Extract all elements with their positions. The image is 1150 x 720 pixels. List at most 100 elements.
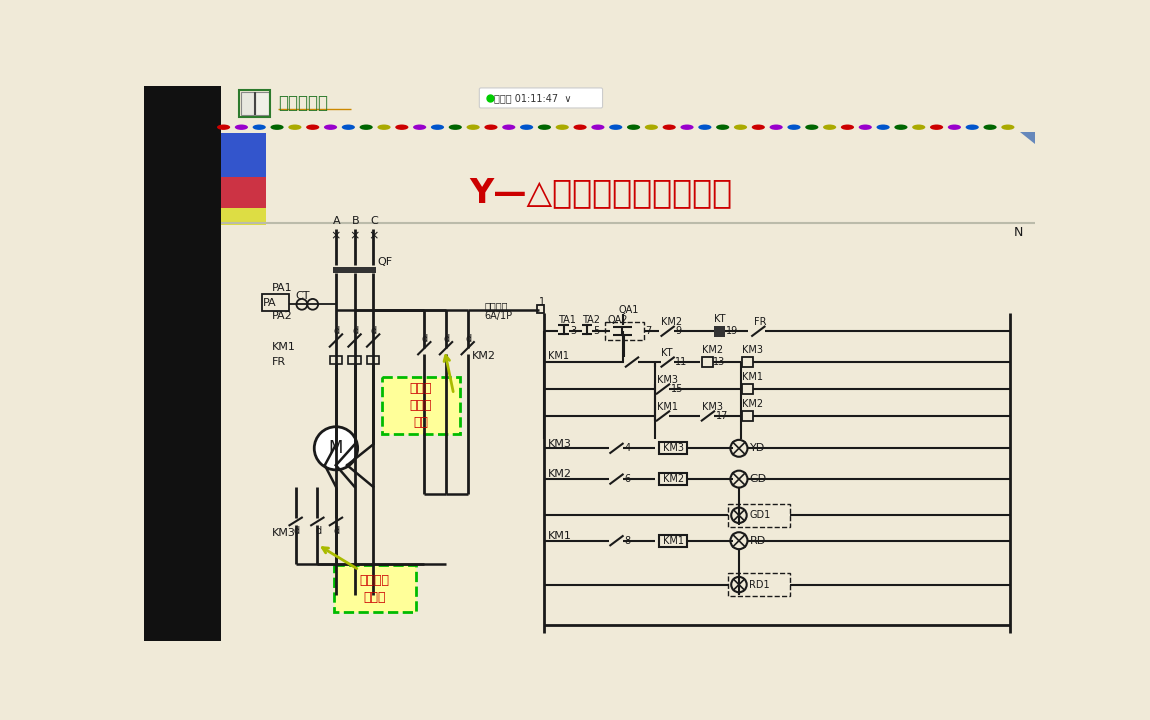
Bar bbox=[367, 356, 380, 364]
Bar bbox=[659, 473, 687, 485]
Ellipse shape bbox=[555, 125, 569, 130]
Bar bbox=[348, 356, 361, 364]
Text: d: d bbox=[334, 326, 339, 336]
Text: ×: × bbox=[368, 229, 378, 242]
Ellipse shape bbox=[983, 125, 997, 130]
Ellipse shape bbox=[948, 125, 961, 130]
Text: KT: KT bbox=[661, 348, 673, 358]
Bar bbox=[221, 177, 266, 208]
Ellipse shape bbox=[698, 125, 712, 130]
Bar bbox=[330, 356, 343, 364]
Text: 6: 6 bbox=[624, 474, 630, 484]
Text: KM3: KM3 bbox=[549, 438, 573, 449]
Bar bbox=[221, 208, 266, 225]
Text: KM3: KM3 bbox=[742, 345, 764, 355]
Bar bbox=[254, 91, 268, 115]
Text: 7: 7 bbox=[645, 326, 651, 336]
Polygon shape bbox=[1020, 132, 1035, 144]
Ellipse shape bbox=[859, 125, 872, 130]
Text: ×: × bbox=[350, 229, 360, 242]
Text: RD: RD bbox=[750, 536, 766, 546]
Text: KM1: KM1 bbox=[742, 372, 764, 382]
Ellipse shape bbox=[966, 125, 979, 130]
Text: FR: FR bbox=[753, 317, 766, 327]
Bar bbox=[659, 534, 687, 547]
Text: GD1: GD1 bbox=[749, 510, 770, 521]
Text: 19: 19 bbox=[726, 326, 738, 336]
Ellipse shape bbox=[841, 125, 854, 130]
Ellipse shape bbox=[716, 125, 729, 130]
Text: PA: PA bbox=[263, 298, 277, 307]
Bar bbox=[742, 356, 753, 367]
Text: 1: 1 bbox=[539, 297, 545, 307]
Ellipse shape bbox=[591, 125, 605, 130]
Text: 星形接法
接触器: 星形接法 接触器 bbox=[360, 575, 390, 604]
Bar bbox=[537, 305, 544, 312]
Bar bbox=[742, 384, 753, 395]
Text: KM1: KM1 bbox=[549, 531, 573, 541]
Text: d: d bbox=[334, 526, 339, 536]
Ellipse shape bbox=[538, 125, 551, 130]
Ellipse shape bbox=[520, 125, 534, 130]
Text: CT: CT bbox=[296, 291, 310, 301]
Bar bbox=[144, 86, 221, 641]
FancyBboxPatch shape bbox=[334, 565, 416, 612]
Text: KM3: KM3 bbox=[664, 444, 684, 454]
Ellipse shape bbox=[377, 125, 391, 130]
Ellipse shape bbox=[484, 125, 498, 130]
Bar bbox=[221, 132, 266, 177]
Text: TA2: TA2 bbox=[582, 315, 599, 325]
Text: TA1: TA1 bbox=[559, 315, 576, 325]
Text: d: d bbox=[370, 326, 377, 336]
Text: GD: GD bbox=[750, 474, 767, 484]
Bar bbox=[221, 86, 1035, 125]
Ellipse shape bbox=[681, 125, 693, 130]
Text: FR: FR bbox=[271, 357, 285, 367]
Text: KM2: KM2 bbox=[742, 399, 764, 409]
Text: QF: QF bbox=[377, 257, 392, 267]
Ellipse shape bbox=[448, 125, 462, 130]
Circle shape bbox=[314, 427, 358, 470]
Ellipse shape bbox=[752, 125, 765, 130]
Text: KM1: KM1 bbox=[664, 536, 684, 546]
Ellipse shape bbox=[306, 125, 320, 130]
Ellipse shape bbox=[895, 125, 907, 130]
Ellipse shape bbox=[610, 125, 622, 130]
Text: N: N bbox=[1014, 226, 1024, 239]
Ellipse shape bbox=[431, 125, 444, 130]
Text: d: d bbox=[315, 526, 321, 536]
Text: d: d bbox=[466, 334, 472, 344]
Text: KM1: KM1 bbox=[657, 402, 677, 412]
Text: 13: 13 bbox=[713, 357, 726, 367]
Text: Y—△起动控制电路原理图: Y—△起动控制电路原理图 bbox=[469, 176, 733, 209]
Text: 上课中 01:11:47  ∨: 上课中 01:11:47 ∨ bbox=[494, 93, 572, 103]
Text: 11: 11 bbox=[675, 357, 688, 367]
Text: YD: YD bbox=[750, 444, 765, 454]
Text: 8: 8 bbox=[624, 536, 630, 546]
Text: C: C bbox=[370, 216, 378, 226]
Text: d: d bbox=[422, 334, 428, 344]
Bar bbox=[239, 90, 270, 117]
Ellipse shape bbox=[217, 125, 230, 130]
Ellipse shape bbox=[788, 125, 800, 130]
Ellipse shape bbox=[574, 125, 586, 130]
Text: QA2: QA2 bbox=[608, 315, 628, 325]
Text: A: A bbox=[332, 216, 340, 226]
Text: d: d bbox=[352, 326, 359, 336]
Text: B: B bbox=[352, 216, 359, 226]
Ellipse shape bbox=[627, 125, 641, 130]
Ellipse shape bbox=[805, 125, 819, 130]
Ellipse shape bbox=[912, 125, 926, 130]
Bar bbox=[702, 356, 713, 367]
Bar bbox=[742, 410, 753, 421]
Text: 6A/1P: 6A/1P bbox=[485, 311, 513, 321]
Ellipse shape bbox=[876, 125, 890, 130]
Text: M: M bbox=[329, 439, 343, 457]
Text: 15: 15 bbox=[670, 384, 683, 394]
Text: d: d bbox=[293, 526, 299, 536]
Bar bbox=[261, 294, 290, 311]
Text: KM2: KM2 bbox=[472, 351, 496, 361]
Bar bbox=[332, 266, 376, 273]
Ellipse shape bbox=[253, 125, 266, 130]
Ellipse shape bbox=[235, 125, 248, 130]
